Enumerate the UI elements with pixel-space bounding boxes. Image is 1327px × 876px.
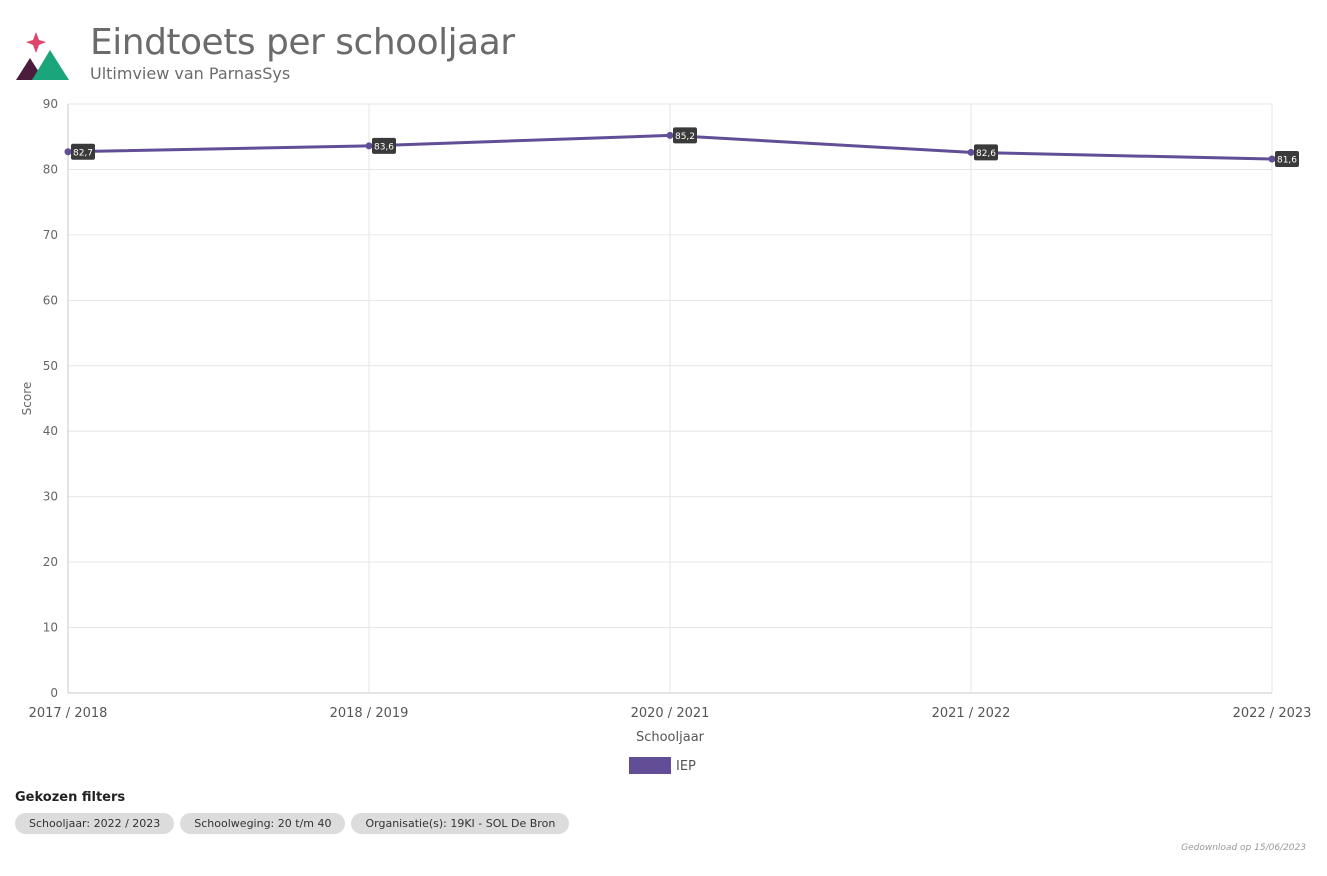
data-point <box>64 148 72 156</box>
y-axis-title: Score <box>20 382 34 416</box>
filter-chip: Schooljaar: 2022 / 2023 <box>15 813 175 834</box>
data-label: 82,6 <box>976 149 996 159</box>
data-label: 82,7 <box>73 148 93 158</box>
data-label-box <box>974 144 998 161</box>
line-chart: 0 10 20 30 40 50 60 70 80 90 2017 / 2018 2018 / 201… <box>20 97 1312 774</box>
y-tick-label: 80 <box>43 162 58 176</box>
y-tick-label: 10 <box>43 621 58 635</box>
filter-chips: Schooljaar: 2022 / 2023 Schoolweging: 20… <box>15 813 570 834</box>
y-tick-label: 70 <box>43 228 58 242</box>
x-tick-label: 2018 / 2019 <box>330 706 409 721</box>
x-tick-label: 2020 / 2021 <box>631 706 710 721</box>
y-tick-label: 20 <box>43 555 58 569</box>
logo-mountain-green <box>32 50 69 80</box>
data-point <box>666 131 674 139</box>
data-label: 81,6 <box>1277 155 1297 165</box>
legend-swatch <box>629 757 671 774</box>
data-label-box <box>673 127 697 144</box>
x-tick-label: 2021 / 2022 <box>932 706 1011 721</box>
data-label: 85,2 <box>675 132 695 142</box>
page-subtitle: Ultimview van ParnasSys <box>90 64 291 83</box>
x-axis-title: Schooljaar <box>636 730 705 745</box>
y-tick-label: 30 <box>43 490 58 504</box>
x-tick-label: 2022 / 2023 <box>1233 706 1312 721</box>
y-tick-label: 60 <box>43 293 58 307</box>
data-label-box <box>71 143 95 160</box>
data-label: 83,6 <box>374 142 394 152</box>
filter-chip: Organisatie(s): 19KI - SOL De Bron <box>351 813 570 834</box>
logo-star-icon <box>26 32 46 53</box>
data-point <box>967 148 975 156</box>
data-point <box>1268 155 1276 163</box>
page-title: Eindtoets per schooljaar <box>90 22 515 63</box>
data-point <box>365 142 373 150</box>
y-tick-label: 0 <box>50 686 58 700</box>
x-tick-label: 2017 / 2018 <box>29 706 108 721</box>
data-label-box <box>1275 150 1299 167</box>
filters-title: Gekozen filters <box>15 790 126 805</box>
download-note: Gedownload op 15/06/2023 <box>1181 843 1306 853</box>
y-tick-label: 40 <box>43 424 58 438</box>
filter-chip: Schoolweging: 20 t/m 40 <box>180 813 346 834</box>
legend-label: IEP <box>676 759 696 774</box>
y-tick-label: 90 <box>43 97 58 111</box>
app-logo <box>16 32 69 80</box>
y-tick-label: 50 <box>43 359 58 373</box>
data-label-box <box>372 137 396 154</box>
